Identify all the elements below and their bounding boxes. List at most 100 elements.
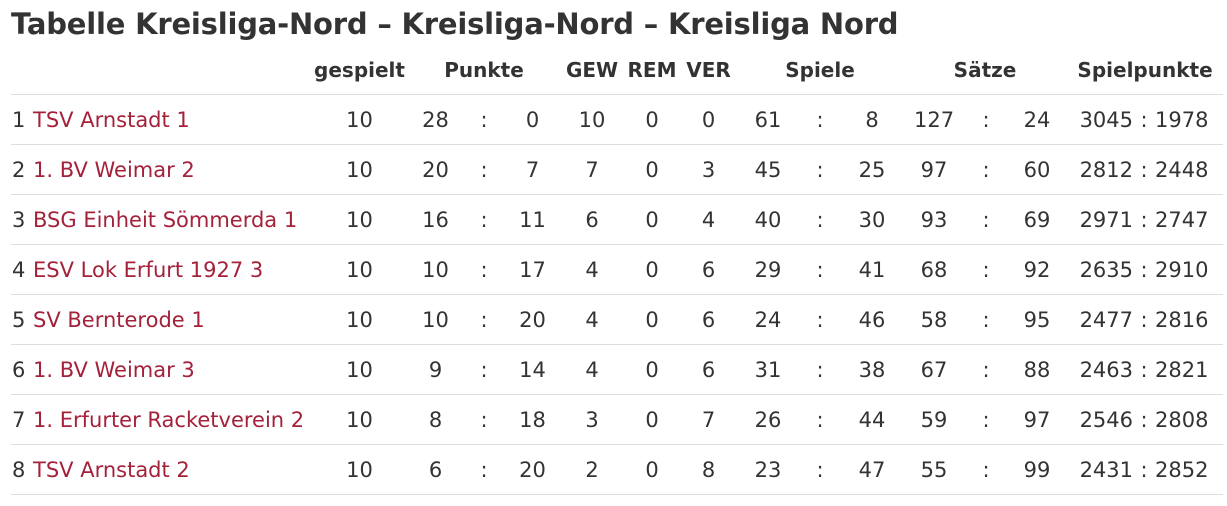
- match-points-for-cell: 2477: [1067, 294, 1136, 345]
- match-points-for-cell: 2463: [1067, 344, 1136, 395]
- sets-for-cell: 93: [903, 194, 966, 245]
- points-against-cell: 17: [505, 244, 561, 295]
- team-link[interactable]: 1. Erfurter Racketverein 2: [33, 407, 305, 432]
- points-for-cell: 16: [408, 194, 463, 245]
- games-against-cell: 30: [841, 194, 904, 245]
- drawn-cell: 0: [624, 144, 681, 195]
- points-for-cell: 8: [408, 394, 463, 445]
- sets-against-cell: 97: [1007, 394, 1068, 445]
- points-separator: :: [463, 344, 505, 395]
- drawn-cell: 0: [624, 294, 681, 345]
- table-row: 8 TSV Arnstadt 2 10 6:20 2 0 8 23:47 55:99 2431:2…: [11, 444, 1224, 495]
- games-separator: :: [799, 394, 842, 445]
- games-separator: :: [799, 294, 842, 345]
- sets-separator: :: [965, 244, 1008, 295]
- header-sets: Sätze: [953, 58, 1017, 82]
- games-for-cell: 31: [737, 344, 800, 395]
- sets-for-cell: 97: [903, 144, 966, 195]
- points-separator: :: [463, 394, 505, 445]
- rank-cell: 6: [11, 344, 33, 395]
- won-cell: 3: [560, 394, 625, 445]
- match-points-separator: :: [1135, 244, 1154, 295]
- points-for-cell: 10: [408, 294, 463, 345]
- games-against-cell: 41: [841, 244, 904, 295]
- table-row: 6 1. BV Weimar 3 10 9:14 4 0 6 31:38 67:88 2463:2…: [11, 344, 1224, 395]
- games-against-cell: 38: [841, 344, 904, 395]
- sets-for-cell: 55: [903, 444, 966, 495]
- match-points-separator: :: [1135, 194, 1154, 245]
- match-points-against-cell: 1978: [1153, 94, 1224, 145]
- played-cell: 10: [311, 294, 408, 345]
- table-row: 5 SV Bernterode 1 10 10:20 4 0 6 24:46 58:95 2477…: [11, 294, 1224, 345]
- match-points-for-cell: 2971: [1067, 194, 1136, 245]
- team-link[interactable]: SV Bernterode 1: [33, 307, 205, 332]
- won-cell: 4: [560, 294, 625, 345]
- points-against-cell: 20: [505, 444, 561, 495]
- match-points-separator: :: [1135, 144, 1154, 195]
- games-separator: :: [799, 244, 842, 295]
- points-for-cell: 28: [408, 94, 463, 145]
- lost-cell: 6: [680, 344, 738, 395]
- rank-cell: 1: [11, 94, 33, 145]
- match-points-for-cell: 2635: [1067, 244, 1136, 295]
- team-cell: TSV Arnstadt 2: [33, 444, 311, 495]
- team-link[interactable]: ESV Lok Erfurt 1927 3: [33, 257, 264, 282]
- team-link[interactable]: TSV Arnstadt 1: [33, 107, 190, 132]
- sets-against-cell: 24: [1007, 94, 1068, 145]
- team-link[interactable]: TSV Arnstadt 2: [33, 457, 190, 482]
- sets-for-cell: 58: [903, 294, 966, 345]
- lost-cell: 4: [680, 194, 738, 245]
- points-separator: :: [463, 144, 505, 195]
- lost-cell: 8: [680, 444, 738, 495]
- sets-separator: :: [965, 194, 1008, 245]
- match-points-separator: :: [1135, 94, 1154, 145]
- lost-cell: 6: [680, 244, 738, 295]
- points-for-cell: 20: [408, 144, 463, 195]
- games-separator: :: [799, 344, 842, 395]
- table-row: 7 1. Erfurter Racketverein 2 10 8:18 3 0 7 26:4…: [11, 394, 1224, 445]
- header-match-points: Spielpunkte: [1077, 58, 1213, 82]
- table-row: 4 ESV Lok Erfurt 1927 3 10 10:17 4 0 6 29:41 68:…: [11, 244, 1224, 295]
- games-for-cell: 23: [737, 444, 800, 495]
- sets-against-cell: 99: [1007, 444, 1068, 495]
- match-points-for-cell: 2546: [1067, 394, 1136, 445]
- sets-for-cell: 127: [903, 94, 966, 145]
- games-separator: :: [799, 194, 842, 245]
- points-for-cell: 10: [408, 244, 463, 295]
- sets-against-cell: 95: [1007, 294, 1068, 345]
- won-cell: 2: [560, 444, 625, 495]
- team-link[interactable]: 1. BV Weimar 2: [33, 157, 195, 182]
- sets-separator: :: [965, 294, 1008, 345]
- header-games: Spiele: [785, 58, 855, 82]
- match-points-for-cell: 2812: [1067, 144, 1136, 195]
- team-link[interactable]: BSG Einheit Sömmerda 1: [33, 207, 298, 232]
- header-rank: [11, 46, 33, 95]
- rank-cell: 4: [11, 244, 33, 295]
- games-against-cell: 47: [841, 444, 904, 495]
- won-cell: 4: [560, 344, 625, 395]
- played-cell: 10: [311, 144, 408, 195]
- lost-cell: 7: [680, 394, 738, 445]
- sets-for-cell: 59: [903, 394, 966, 445]
- rank-cell: 3: [11, 194, 33, 245]
- table-header-row: gespielt Punkte GEW REM VER Spiele Sätze…: [11, 46, 1223, 95]
- sets-against-cell: 60: [1007, 144, 1068, 195]
- lost-cell: 0: [680, 94, 738, 145]
- team-cell: 1. Erfurter Racketverein 2: [33, 394, 311, 445]
- table-row: 1 TSV Arnstadt 1 10 28:0 10 0 0 61:8 127:24 3045:…: [11, 94, 1224, 145]
- team-cell: 1. BV Weimar 2: [33, 144, 311, 195]
- match-points-separator: :: [1135, 294, 1154, 345]
- header-played: gespielt: [314, 58, 405, 82]
- games-for-cell: 29: [737, 244, 800, 295]
- points-for-cell: 9: [408, 344, 463, 395]
- games-for-cell: 61: [737, 94, 800, 145]
- team-link[interactable]: 1. BV Weimar 3: [33, 357, 195, 382]
- sets-separator: :: [965, 94, 1008, 145]
- header-won: GEW: [565, 58, 619, 82]
- rank-cell: 8: [11, 444, 33, 495]
- played-cell: 10: [311, 394, 408, 445]
- games-for-cell: 40: [737, 194, 800, 245]
- match-points-against-cell: 2747: [1153, 194, 1224, 245]
- sets-against-cell: 88: [1007, 344, 1068, 395]
